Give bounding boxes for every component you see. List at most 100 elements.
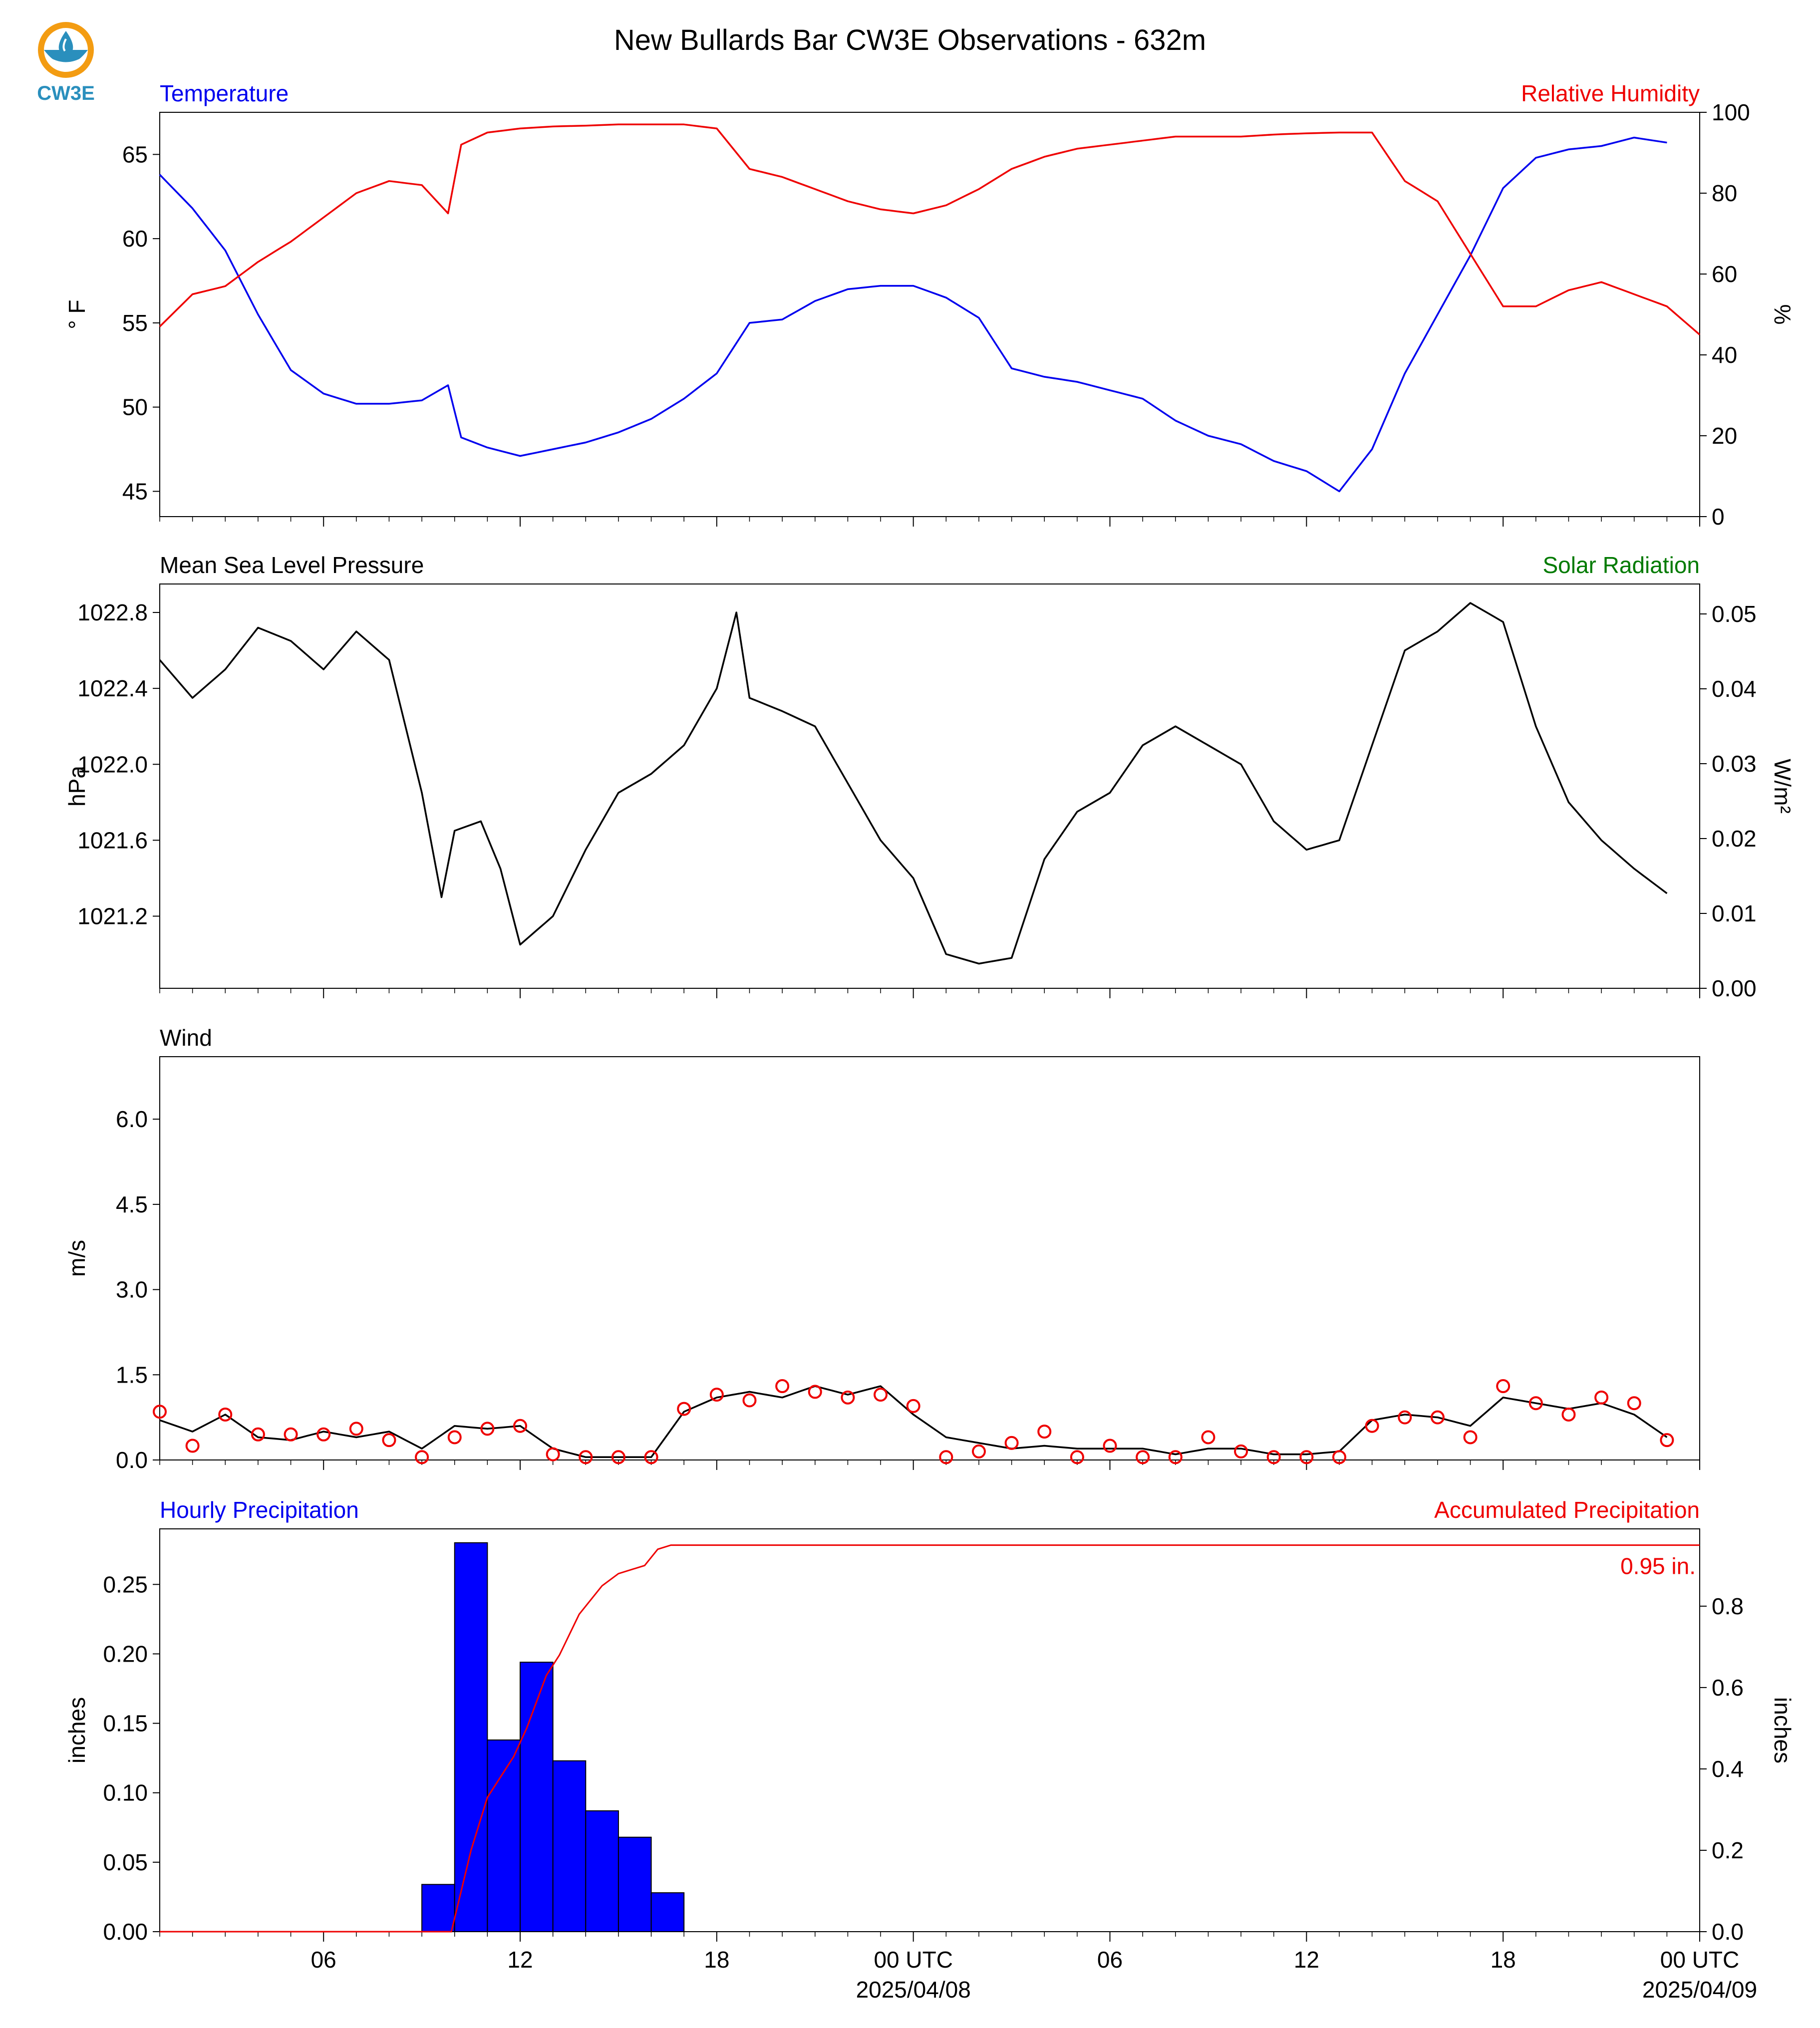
y-tick-label: 0.10 (103, 1780, 148, 1806)
wind-gust-marker (1234, 1444, 1248, 1458)
panel-title-temperature_humidity: Temperature (160, 80, 289, 106)
plot-frame-pressure_solar (159, 583, 1700, 989)
y-tick-label: 3.0 (116, 1277, 148, 1303)
y-axis-label: hPa (64, 766, 90, 807)
wind-gust-marker (1398, 1410, 1412, 1425)
y-tick-right-label: 100 (1712, 99, 1750, 125)
wind-gust-marker (1660, 1433, 1674, 1448)
accumulated-precip-line (160, 1544, 1700, 1933)
wind-gust-marker (546, 1447, 560, 1461)
accumulated-total-label: 0.95 in. (1620, 1553, 1696, 1579)
x-tick-label: 12 (507, 1947, 533, 1973)
figure-title: New Bullards Bar CW3E Observations - 632… (614, 24, 1206, 56)
wind-gust-marker (1266, 1450, 1281, 1464)
y-axis-label: m/s (64, 1240, 90, 1277)
wind-gust-marker (1201, 1430, 1215, 1445)
y-tick-label: 1021.2 (77, 903, 148, 929)
x-tick-label: 12 (1294, 1947, 1319, 1973)
series-line-speed (159, 1385, 1668, 1458)
wind-gust-marker (513, 1419, 528, 1433)
y-tick-right-label: 0.2 (1712, 1837, 1744, 1863)
wind-gust-marker (677, 1402, 691, 1416)
x-tick-label: 18 (1491, 1947, 1516, 1973)
y-tick-label: 4.5 (116, 1191, 148, 1217)
y-tick-right-label: 0.02 (1712, 826, 1757, 852)
wind-gust-marker (1103, 1439, 1117, 1453)
x-tick-label: 00 UTC (874, 1947, 952, 1973)
plot-frame-temperature_humidity (159, 112, 1700, 517)
wind-gust-marker (808, 1385, 822, 1399)
y-tick-label: 1022.8 (77, 599, 148, 625)
hourly-precip-bar (454, 1542, 488, 1933)
plot-frame-wind (159, 1056, 1700, 1460)
wind-gust-marker (1430, 1410, 1445, 1425)
y-tick-label: 45 (122, 478, 148, 504)
wind-gust-marker (906, 1399, 920, 1413)
x-tick-label: 06 (1097, 1947, 1123, 1973)
y-tick-right-label: 0.6 (1712, 1675, 1744, 1701)
y-tick-label: 55 (122, 310, 148, 336)
y-tick-label: 1022.4 (77, 675, 148, 701)
y-tick-label: 0.05 (103, 1849, 148, 1875)
wind-gust-marker (185, 1439, 200, 1453)
cw3e-logo-icon: CW3E (37, 22, 95, 104)
y-tick-label: 0.20 (103, 1641, 148, 1667)
hourly-precip-bar (650, 1892, 685, 1933)
logo-text: CW3E (37, 82, 95, 104)
y-tick-label: 50 (122, 394, 148, 420)
wind-gust-marker (349, 1422, 363, 1436)
y-tick-label: 1022.0 (77, 751, 148, 777)
y-tick-right-label: 0.00 (1712, 975, 1757, 1001)
wind-gust-marker (841, 1390, 855, 1405)
hourly-precip-bar (421, 1884, 455, 1933)
wind-gust-marker (939, 1450, 953, 1464)
y-tick-label: 0.25 (103, 1571, 148, 1597)
y-tick-right-label: 0.8 (1712, 1593, 1744, 1619)
wind-gust-marker (644, 1450, 658, 1464)
panel-title-right-precipitation: Accumulated Precipitation (1434, 1497, 1700, 1523)
panel-title-wind: Wind (160, 1025, 212, 1051)
wind-gust-marker (1463, 1430, 1478, 1445)
hourly-precip-bar (617, 1836, 652, 1933)
series-line-pressure (159, 602, 1668, 965)
y-tick-right-label: 0.03 (1712, 751, 1757, 777)
y-axis-label-right: inches (1770, 1697, 1796, 1763)
y-axis-label-right: % (1770, 304, 1796, 325)
wind-gust-marker (1299, 1450, 1314, 1464)
panel-title-precipitation: Hourly Precipitation (160, 1497, 359, 1523)
hourly-precip-bar (552, 1760, 587, 1932)
wind-gust-marker (1365, 1419, 1379, 1433)
wind-gust-marker (971, 1444, 986, 1458)
x-tick-label: 18 (704, 1947, 729, 1973)
y-tick-right-label: 80 (1712, 180, 1737, 206)
hourly-precip-bar (487, 1739, 521, 1932)
wind-gust-marker (382, 1433, 396, 1448)
wind-gust-marker (742, 1393, 757, 1408)
panel-title-right-temperature_humidity: Relative Humidity (1521, 80, 1700, 106)
y-tick-label: 0.0 (116, 1447, 148, 1473)
y-axis-label: ° F (64, 299, 90, 329)
wind-gust-marker (874, 1388, 888, 1402)
y-tick-label: 1.5 (116, 1362, 148, 1388)
wind-gust-marker (153, 1405, 167, 1419)
y-tick-right-label: 0.0 (1712, 1919, 1744, 1945)
x-date-label: 2025/04/09 (1642, 1977, 1757, 2003)
wind-gust-marker (709, 1388, 724, 1402)
wind-gust-marker (218, 1407, 233, 1422)
wind-gust-marker (1627, 1396, 1641, 1411)
y-tick-label: 65 (122, 141, 148, 167)
panel-title-pressure_solar: Mean Sea Level Pressure (160, 552, 424, 578)
y-tick-label: 1021.6 (77, 827, 148, 853)
cw3e-logo: CW3E (31, 19, 101, 104)
wind-gust-marker (447, 1430, 462, 1445)
y-tick-right-label: 0.05 (1712, 601, 1757, 627)
y-axis-label-right: W/m² (1770, 759, 1796, 814)
x-tick-label: 00 UTC (1660, 1947, 1739, 1973)
y-tick-right-label: 0 (1712, 504, 1725, 530)
wind-gust-marker (1561, 1407, 1576, 1422)
wind-gust-marker (1594, 1390, 1609, 1405)
wind-gust-marker (1332, 1450, 1346, 1464)
wind-gust-marker (775, 1379, 790, 1394)
wind-gust-marker (415, 1450, 429, 1464)
series-line-humidity (159, 123, 1701, 335)
